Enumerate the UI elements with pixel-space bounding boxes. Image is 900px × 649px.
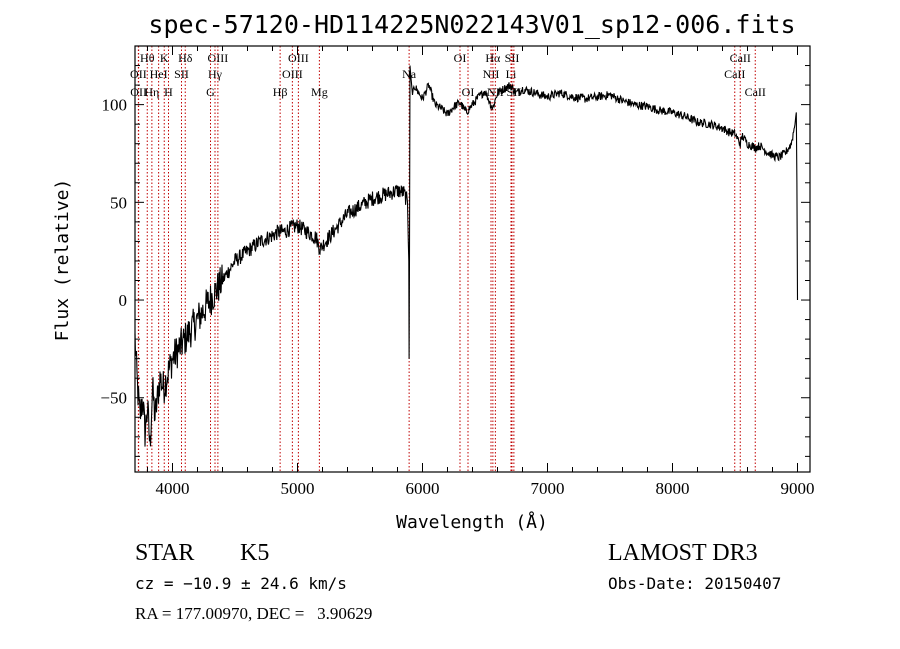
chart-title: spec-57120-HD114225N022143V01_sp12-006.f… [148, 10, 795, 39]
line-label-5: K [160, 51, 169, 65]
observation-date: Obs-Date: 20150407 [608, 574, 782, 593]
spectrum-series-line [134, 65, 799, 447]
spectrum-chart: spec-57120-HD114225N022143V01_sp12-006.f… [52, 10, 815, 533]
y-axis: −50 0 50 100 [100, 65, 810, 457]
line-label-20: Hα [485, 51, 501, 65]
object-class: STAR [135, 540, 195, 566]
x-axis: 4000 5000 6000 7000 8000 9000 [147, 46, 815, 498]
line-label-7: SII [174, 67, 189, 81]
line-label-25: CaII [724, 67, 745, 81]
line-label-19: NII [483, 67, 500, 81]
line-label-14: OIII [288, 51, 309, 65]
x-tick-label: 6000 [406, 479, 440, 498]
line-label-12: Hβ [273, 85, 288, 99]
x-tick-label: 4000 [156, 479, 190, 498]
y-axis-label: Flux (relative) [52, 179, 73, 342]
line-label-22: SII [505, 51, 520, 65]
line-label-26: CaII [730, 51, 751, 65]
x-tick-label: 7000 [531, 479, 565, 498]
x-axis-label: Wavelength (Å) [396, 511, 548, 533]
line-label-3: Hη [144, 85, 159, 99]
y-tick-label: 100 [102, 96, 128, 115]
line-label-11: G [206, 85, 215, 99]
survey-name: LAMOST DR3 [608, 540, 758, 566]
x-tick-label: 9000 [781, 479, 815, 498]
y-tick-label: 0 [119, 291, 128, 310]
line-label-8: Hδ [178, 51, 193, 65]
x-tick-label: 8000 [656, 479, 690, 498]
x-tick-label: 5000 [281, 479, 315, 498]
line-label-23: Li [506, 67, 517, 81]
y-tick-label: −50 [100, 389, 127, 408]
line-label-4: HeI [150, 67, 168, 81]
line-label-17: OI [454, 51, 467, 65]
line-label-18: OI [462, 85, 475, 99]
object-subclass: K5 [240, 540, 270, 566]
line-label-15: Mg [311, 85, 328, 99]
y-tick-label: 50 [110, 193, 127, 212]
line-label-6: H [164, 85, 173, 99]
coordinates: RA = 177.00970, DEC = 3.90629 [135, 604, 373, 623]
line-label-27: CaII [745, 85, 766, 99]
line-label-0: Hθ [140, 51, 155, 65]
line-label-10: Hγ [208, 67, 223, 81]
redshift-readout: cz = −10.9 ± 24.6 km/s [135, 574, 347, 593]
line-label-9: OIII [208, 51, 229, 65]
line-label-13: OIII [282, 67, 303, 81]
